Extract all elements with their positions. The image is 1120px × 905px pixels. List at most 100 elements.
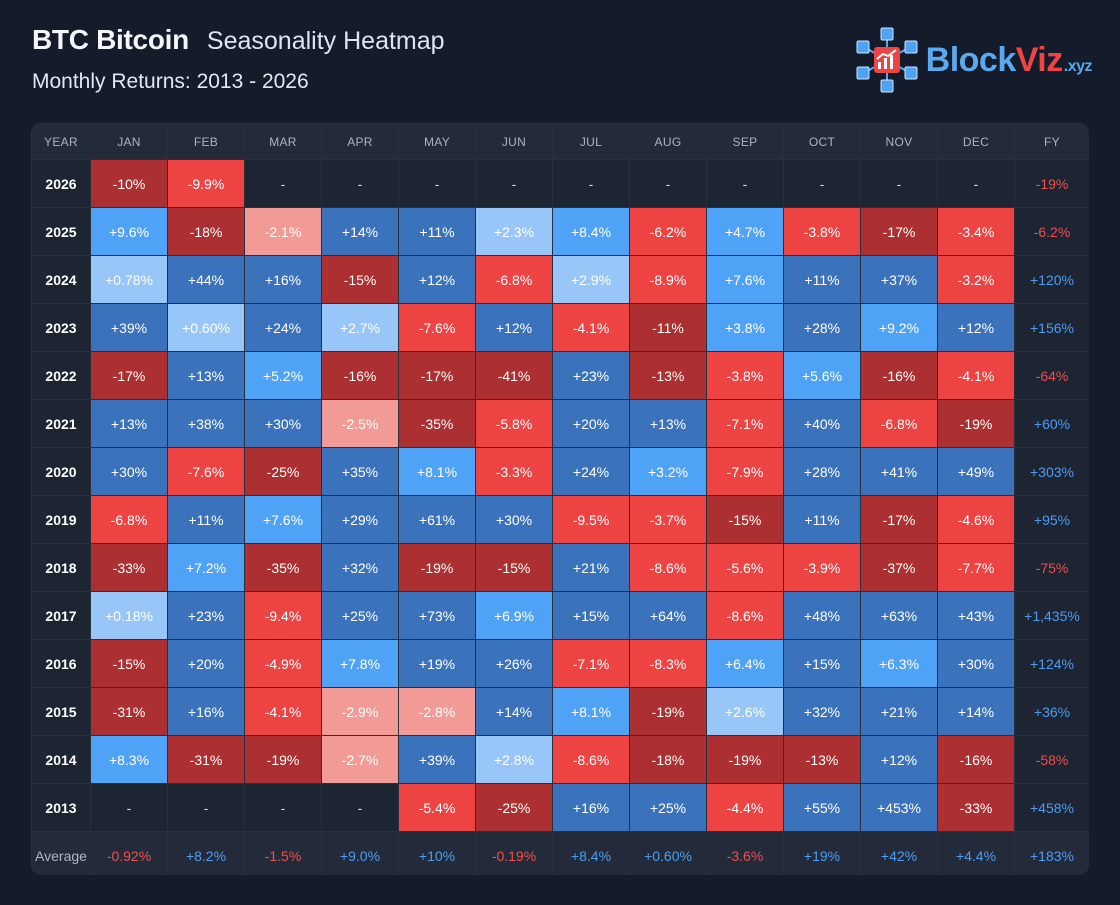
heatmap-cell: +6.4% <box>706 639 784 688</box>
average-cell: +9.0% <box>321 831 399 875</box>
average-cell: +10% <box>398 831 476 875</box>
column-header-mar: MAR <box>244 123 322 160</box>
heatmap-cell: +48% <box>783 591 861 640</box>
chart-title: Seasonality Heatmap <box>206 27 445 55</box>
heatmap-cell: -13% <box>783 735 861 784</box>
heatmap-cell: +11% <box>783 495 861 544</box>
heatmap-cell: +20% <box>552 399 630 448</box>
heatmap-cell: +12% <box>475 303 553 352</box>
year-row-2015: 2015 -31% +16% -4.1% -2.9% -2.8% +14% +8.1% -19%… <box>31 687 1089 736</box>
heatmap-cell: - <box>783 159 861 208</box>
heatmap-cell: +16% <box>167 687 245 736</box>
heatmap-cell: +9.2% <box>860 303 938 352</box>
column-header-dec: DEC <box>937 123 1015 160</box>
year-row-2018: 2018 -33% +7.2% -35% +32% -19% -15% +21% -8.6% -5… <box>31 543 1089 592</box>
heatmap-cell: +39% <box>398 735 476 784</box>
heatmap-cell: - <box>90 783 168 832</box>
heatmap-cell: -33% <box>90 543 168 592</box>
year-label: 2026 <box>31 159 91 208</box>
heatmap-cell: -16% <box>860 351 938 400</box>
heatmap-cell: -5.8% <box>475 399 553 448</box>
average-cell: -0.19% <box>475 831 553 875</box>
heatmap-cell: +16% <box>552 783 630 832</box>
heatmap-cell: +7.6% <box>706 255 784 304</box>
heatmap-cell: +2.9% <box>552 255 630 304</box>
column-header-apr: APR <box>321 123 399 160</box>
heatmap-cell: -7.7% <box>937 543 1015 592</box>
heatmap-cell: -4.4% <box>706 783 784 832</box>
chart-header: BTC Bitcoin Seasonality Heatmap Monthly … <box>32 24 445 94</box>
heatmap-cell: +28% <box>783 303 861 352</box>
heatmap-cell: - <box>629 159 707 208</box>
heatmap-cell: -4.1% <box>552 303 630 352</box>
heatmap-cell: +49% <box>937 447 1015 496</box>
column-header-aug: AUG <box>629 123 707 160</box>
year-label: 2022 <box>31 351 91 400</box>
heatmap-cell: +0.18% <box>90 591 168 640</box>
year-row-2021: 2021 +13% +38% +30% -2.5% -35% -5.8% +20% +13% -7… <box>31 399 1089 448</box>
heatmap-cell: +28% <box>783 447 861 496</box>
heatmap-cell: +8.1% <box>398 447 476 496</box>
heatmap-cell: +24% <box>244 303 322 352</box>
heatmap-cell: -3.8% <box>783 207 861 256</box>
heatmap-cell: +12% <box>398 255 476 304</box>
brand-logo: BlockViz.xyz <box>854 26 1093 94</box>
heatmap-cell: - <box>860 159 938 208</box>
full-year-cell: +36% <box>1014 687 1089 736</box>
heatmap-cell: +35% <box>321 447 399 496</box>
heatmap-cell: +3.2% <box>629 447 707 496</box>
heatmap-cell: -19% <box>244 735 322 784</box>
heatmap-cell: +13% <box>167 351 245 400</box>
year-row-2016: 2016 -15% +20% -4.9% +7.8% +19% +26% -7.1% -8.3%… <box>31 639 1089 688</box>
heatmap-cell: +63% <box>860 591 938 640</box>
heatmap-cell: +13% <box>90 399 168 448</box>
full-year-cell: -64% <box>1014 351 1089 400</box>
brand-tld: .xyz <box>1063 57 1093 75</box>
brand-main: Block <box>925 40 1017 79</box>
year-row-2017: 2017 +0.18% +23% -9.4% +25% +73% +6.9% +15% +64%… <box>31 591 1089 640</box>
heatmap-cell: +6.9% <box>475 591 553 640</box>
heatmap-cell: -19% <box>398 543 476 592</box>
heatmap-cell: +8.3% <box>90 735 168 784</box>
header-row: YEAR JAN FEB MAR APR MAY JUN JUL AUG SEP OCT NOV DEC… <box>31 123 1089 160</box>
heatmap-cell: +12% <box>937 303 1015 352</box>
heatmap-cell: -7.1% <box>552 639 630 688</box>
heatmap-cell: +20% <box>167 639 245 688</box>
heatmap-cell: +23% <box>167 591 245 640</box>
heatmap-cell: +7.8% <box>321 639 399 688</box>
column-header-jan: JAN <box>90 123 168 160</box>
heatmap-cell: +6.3% <box>860 639 938 688</box>
heatmap-cell: -2.1% <box>244 207 322 256</box>
heatmap-cell: -8.6% <box>706 591 784 640</box>
heatmap-cell: -8.6% <box>629 543 707 592</box>
year-label: 2019 <box>31 495 91 544</box>
heatmap-cell: - <box>321 783 399 832</box>
heatmap-cell: +32% <box>783 687 861 736</box>
heatmap-cell: -35% <box>398 399 476 448</box>
heatmap-cell: +9.6% <box>90 207 168 256</box>
heatmap-cell: -2.7% <box>321 735 399 784</box>
heatmap-cell: +12% <box>860 735 938 784</box>
chart-subtitle: Monthly Returns: 2013 - 2026 <box>32 70 309 93</box>
heatmap-cell: -4.9% <box>244 639 322 688</box>
heatmap-cell: -8.6% <box>552 735 630 784</box>
brand-name: BlockViz.xyz <box>925 40 1093 80</box>
heatmap-cell: -33% <box>937 783 1015 832</box>
heatmap-cell: -25% <box>475 783 553 832</box>
heatmap-cell: -7.6% <box>167 447 245 496</box>
heatmap-cell: +26% <box>475 639 553 688</box>
heatmap-cell: -2.9% <box>321 687 399 736</box>
heatmap-cell: +15% <box>552 591 630 640</box>
heatmap-cell: +15% <box>783 639 861 688</box>
heatmap-cell: +25% <box>321 591 399 640</box>
heatmap-cell: -17% <box>860 207 938 256</box>
full-year-cell: -58% <box>1014 735 1089 784</box>
heatmap-cell: +11% <box>783 255 861 304</box>
heatmap-cell: -15% <box>475 543 553 592</box>
heatmap-cell: - <box>398 159 476 208</box>
column-header-feb: FEB <box>167 123 245 160</box>
full-year-cell: +120% <box>1014 255 1089 304</box>
heatmap-cell: +11% <box>167 495 245 544</box>
heatmap-cell: -11% <box>629 303 707 352</box>
average-cell: +8.2% <box>167 831 245 875</box>
